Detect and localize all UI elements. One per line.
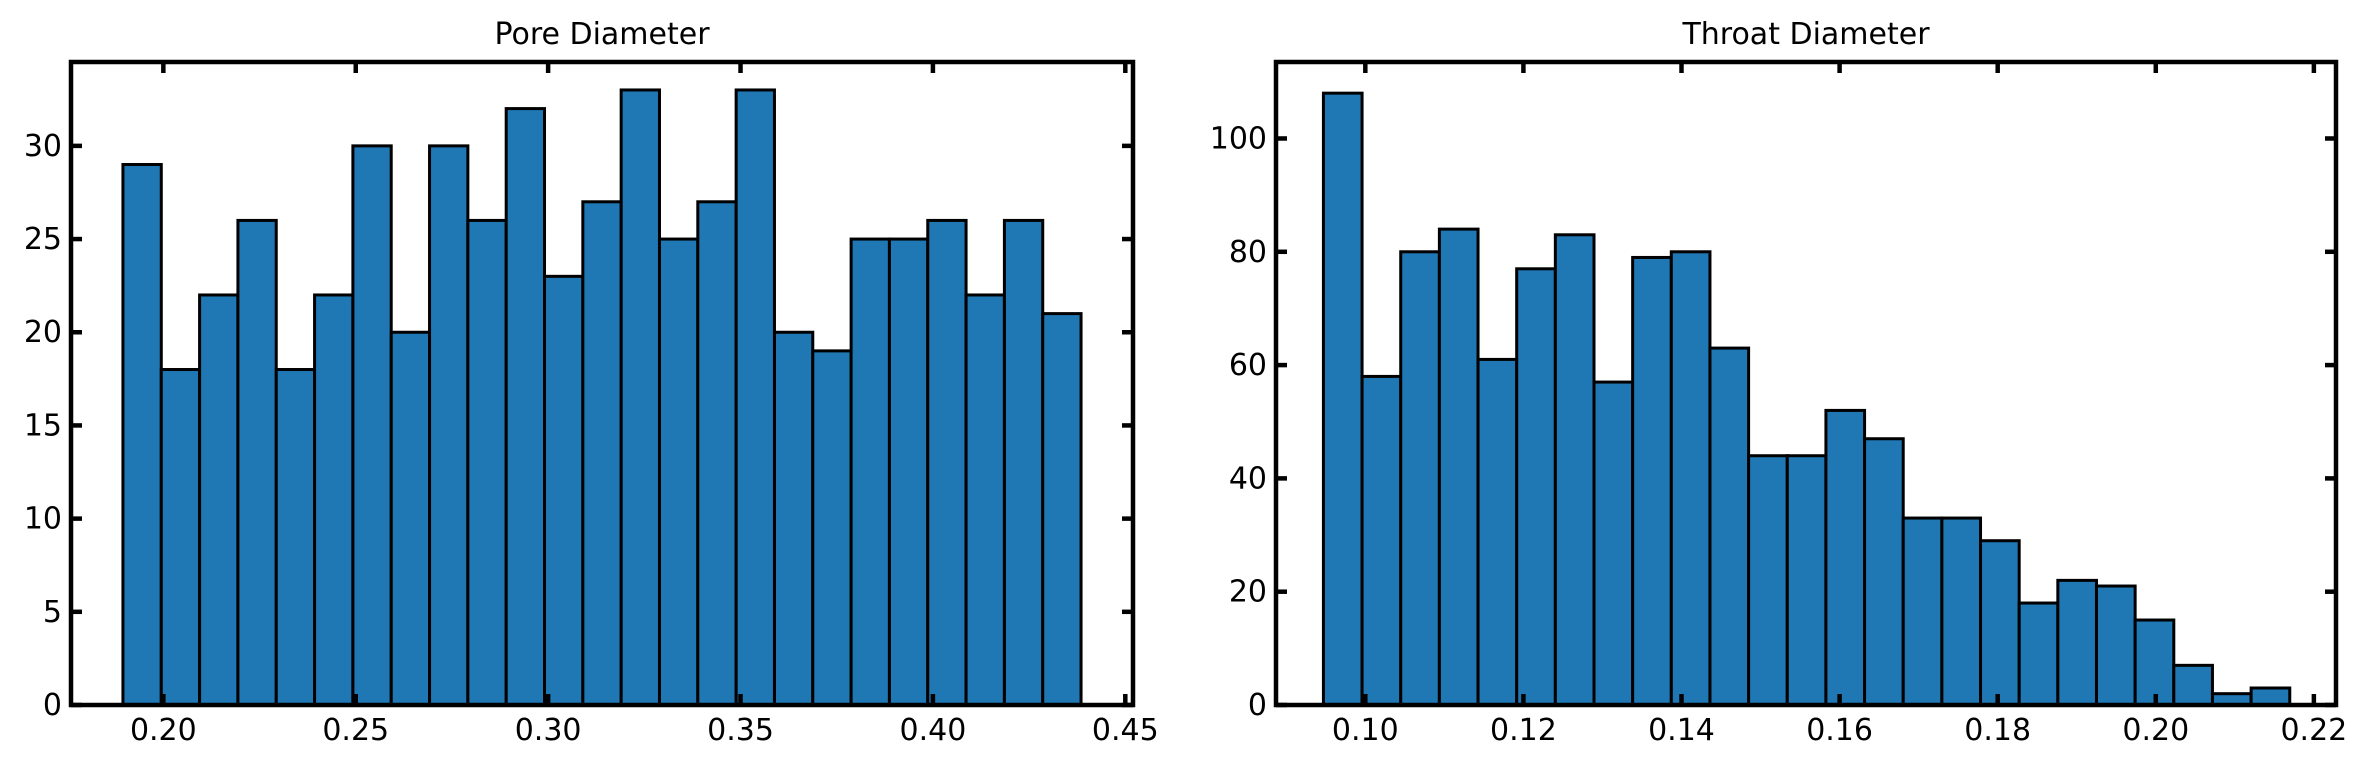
- throat-y-tick-label: 60: [1229, 348, 1267, 383]
- throat-x-tick-label: 0.10: [1332, 713, 1399, 748]
- throat-bar: [1669, 250, 1712, 707]
- pore-diameter-title: Pore Diameter: [494, 17, 710, 52]
- throat-bar: [1979, 539, 2021, 707]
- throat-x-tick-label: 0.18: [1964, 713, 2031, 748]
- throat-bar: [1321, 91, 1364, 707]
- throat-y-tick-label: 0: [1248, 688, 1267, 723]
- pore-bar: [543, 274, 585, 707]
- throat-bar: [1592, 380, 1635, 707]
- throat-bar: [2172, 663, 2214, 707]
- throat-bar: [2017, 601, 2060, 707]
- throat-axes-frame: [1273, 59, 2339, 708]
- pore-x-tick-label: 0.25: [322, 713, 389, 748]
- throat-bar: [1437, 227, 1480, 707]
- throat-bar: [1708, 346, 1751, 707]
- pore-bar: [428, 144, 470, 707]
- pore-x-tick-label: 0.40: [900, 713, 967, 748]
- pore-bar: [274, 368, 317, 707]
- throat-bar: [1824, 408, 1867, 707]
- pore-bar: [619, 88, 661, 707]
- throat-diameter-bars: [1321, 91, 2292, 707]
- pore-y-tick-label: 5: [43, 595, 62, 630]
- throat-diameter-title: Throat Diameter: [1681, 17, 1930, 52]
- pore-bar: [198, 293, 240, 707]
- pore-bar: [351, 144, 393, 707]
- pore-bar: [696, 200, 738, 707]
- pore-y-tick-label: 30: [24, 129, 62, 164]
- pore-y-tick-label: 10: [24, 502, 62, 537]
- throat-bar: [1399, 250, 1441, 707]
- throat-bar: [1553, 233, 1596, 707]
- pore-bar: [926, 218, 968, 707]
- throat-bar: [1476, 357, 1519, 707]
- throat-bar: [1747, 454, 1789, 707]
- pore-x-tick-label: 0.45: [1092, 713, 1159, 748]
- throat-y-tick-label: 80: [1229, 235, 1267, 270]
- pore-bar: [389, 330, 432, 707]
- pore-bar: [964, 293, 1006, 707]
- pore-diameter-bars: [121, 88, 1083, 707]
- pore-bar: [811, 349, 853, 707]
- pore-diameter-axes: 0.20 0.25 0.30 0.35 0.40 0.45 0 5 10 15 20 25 30: [24, 59, 1159, 748]
- pore-bar: [504, 107, 547, 707]
- pore-y-tick-label: 25: [24, 222, 62, 257]
- pore-x-tick-label: 0.30: [515, 713, 582, 748]
- throat-y-tick-label: 40: [1229, 461, 1267, 496]
- pore-bar: [313, 293, 355, 707]
- pore-bar: [121, 163, 163, 707]
- pore-bar: [1041, 312, 1083, 707]
- throat-bar: [2094, 584, 2137, 707]
- pore-y-tick-label: 15: [24, 408, 62, 443]
- throat-bar: [2249, 686, 2292, 707]
- throat-y-tick-label: 20: [1229, 575, 1267, 610]
- pore-bar: [887, 237, 930, 707]
- pore-bar: [657, 237, 700, 707]
- pore-bar: [849, 237, 891, 707]
- pore-bar: [466, 218, 508, 707]
- throat-bar: [1785, 454, 1828, 707]
- throat-diameter-panel: Throat Diameter 0.10 0.12 0.14 0.16 0.18 0.20…: [1210, 17, 2348, 748]
- throat-bar: [2056, 578, 2098, 707]
- throat-bar: [1631, 255, 1673, 707]
- throat-diameter-axes: 0.10 0.12 0.14 0.16 0.18 0.20 0.22 0 20 40 60 80 100: [1210, 59, 2347, 748]
- pore-y-tick-label: 20: [24, 315, 62, 350]
- throat-x-tick-label: 0.12: [1490, 713, 1557, 748]
- throat-bar: [1940, 516, 1983, 707]
- throat-bar: [1360, 374, 1403, 707]
- throat-x-tick-label: 0.20: [2122, 713, 2189, 748]
- throat-bar: [2133, 618, 2176, 707]
- throat-x-tick-label: 0.22: [2280, 713, 2347, 748]
- throat-y-tick-label: 100: [1210, 121, 1267, 156]
- throat-bar: [1515, 267, 1557, 707]
- pore-diameter-panel: Pore Diameter 0.20 0.25 0.30 0.35 0.40 0.45 0 5…: [24, 17, 1159, 748]
- pore-bar: [772, 330, 815, 707]
- pore-y-tick-label: 0: [43, 688, 62, 723]
- throat-x-tick-label: 0.16: [1806, 713, 1873, 748]
- throat-bar: [1901, 516, 1944, 707]
- pore-x-tick-label: 0.20: [130, 713, 197, 748]
- pore-bar: [581, 200, 623, 707]
- pore-x-tick-label: 0.35: [707, 713, 774, 748]
- throat-bar: [1863, 437, 1905, 707]
- throat-x-tick-label: 0.14: [1648, 713, 1715, 748]
- pore-bar: [1002, 218, 1045, 707]
- pore-bar: [734, 88, 776, 707]
- pore-axes-frame: [68, 59, 1136, 708]
- pore-bar: [236, 218, 278, 707]
- pore-bar: [159, 368, 202, 707]
